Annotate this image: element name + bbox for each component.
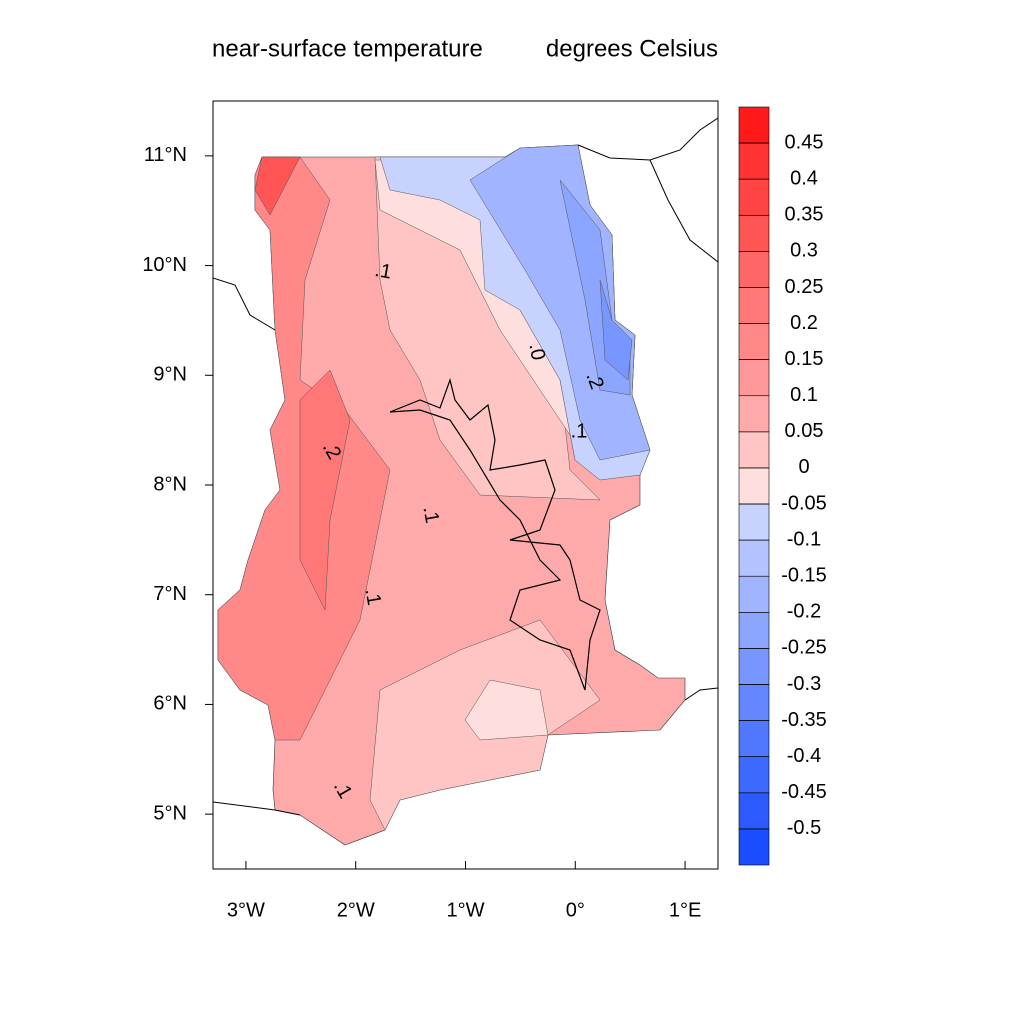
colorbar-box: [738, 323, 770, 360]
contour-label: .2: [581, 369, 607, 392]
x-tick-label: 3°W: [227, 899, 265, 921]
colorbar-box: [738, 142, 770, 180]
colorbar-label: 0.25: [785, 276, 824, 298]
colorbar-box: [738, 287, 770, 324]
contour-label: .1: [418, 505, 443, 525]
contour-band: [464, 679, 549, 741]
y-tick-label: 6°N: [153, 693, 187, 715]
colorbar-box: [738, 720, 770, 758]
y-tick-label: 10°N: [142, 254, 187, 276]
x-tick-label: 1°E: [669, 899, 701, 921]
border-line: [213, 801, 301, 816]
contour-band: [254, 156, 301, 216]
colorbar-box: [738, 467, 770, 505]
colorbar-label: 0.1: [790, 384, 818, 406]
colorbar-label: 0.15: [785, 348, 824, 370]
colorbar-box: [738, 503, 770, 541]
colorbar-label: 0.3: [790, 240, 818, 262]
contour-label: .1: [571, 420, 588, 442]
contour-label: .0: [524, 342, 549, 362]
colorbar-box: [738, 251, 770, 288]
colorbar-label: -0.05: [781, 492, 827, 514]
border-line: [684, 687, 718, 701]
colorbar-label: -0.4: [787, 745, 821, 767]
map-area: [213, 117, 718, 846]
colorbar-box: [738, 792, 770, 830]
y-tick-label: 7°N: [153, 583, 187, 605]
colorbar-label: -0.45: [781, 781, 827, 803]
y-tick-label: 9°N: [153, 364, 187, 386]
title-left: near-surface temperature: [212, 35, 483, 62]
colorbar-label: -0.3: [787, 673, 821, 695]
lake-volta: [389, 377, 601, 691]
contour-label: .1: [360, 587, 385, 607]
colorbar-label: -0.2: [787, 601, 821, 623]
y-tick-label: 11°N: [144, 144, 187, 166]
colorbar-box: [738, 575, 770, 613]
border-line: [649, 159, 718, 263]
colorbar-label: 0.45: [785, 131, 824, 153]
colorbar-box: [738, 431, 770, 469]
colorbar-box: [738, 756, 770, 794]
contour-band: [599, 279, 633, 381]
x-tick-label: 0°: [566, 899, 585, 921]
colorbar-label: 0.4: [790, 167, 818, 189]
y-tick-label: 5°N: [153, 802, 187, 824]
y-tick-label: 8°N: [153, 473, 187, 495]
colorbar-label: 0.2: [790, 312, 818, 334]
x-tick-label: 2°W: [337, 899, 375, 921]
contour-band: [299, 369, 351, 611]
colorbar-label: -0.1: [787, 528, 821, 550]
colorbar-box: [738, 828, 770, 866]
colorbar-box: [738, 612, 770, 649]
x-tick-label: 1°W: [447, 899, 485, 921]
colorbar-box: [738, 648, 770, 685]
colorbar-label: 0: [798, 456, 809, 478]
colorbar-box: [738, 684, 770, 721]
colorbar-label: 0.05: [785, 420, 824, 442]
contour-label: .1: [373, 259, 393, 284]
colorbar-box: [738, 359, 770, 397]
border-line: [577, 117, 718, 161]
colorbar-box: [738, 395, 770, 433]
colorbar-box: [738, 539, 770, 577]
colorbar-label: 0.35: [785, 204, 824, 226]
colorbar-label: -0.35: [781, 709, 827, 731]
title-right: degrees Celsius: [546, 35, 718, 62]
colorbar-box: [738, 178, 770, 216]
colorbar-label: -0.25: [781, 637, 827, 659]
border-line: [213, 277, 276, 331]
colorbar-label: -0.15: [781, 565, 827, 587]
colorbar-box: [738, 214, 770, 252]
colorbar-box: [738, 106, 770, 144]
colorbar-label: -0.5: [787, 817, 821, 839]
